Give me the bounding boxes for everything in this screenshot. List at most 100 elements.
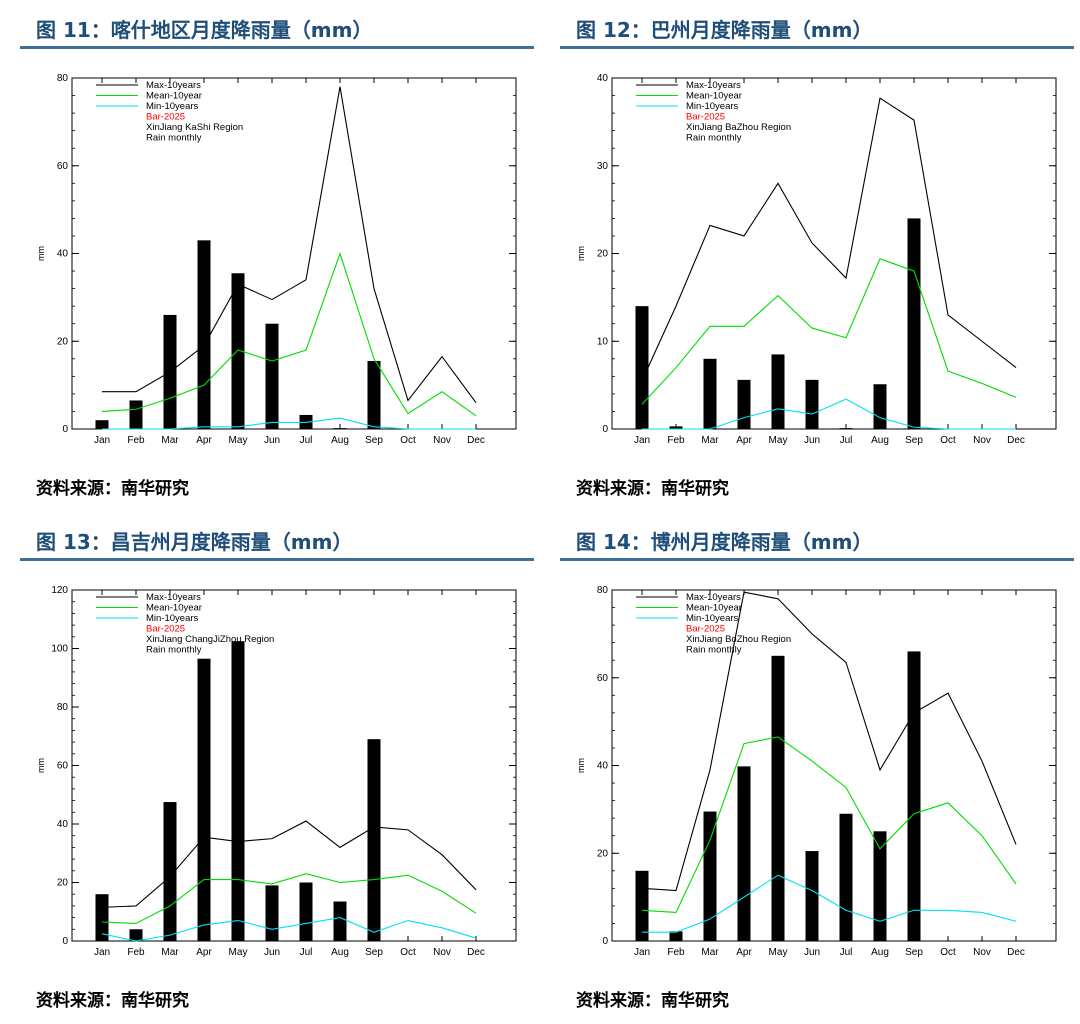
x-tick-label: Oct bbox=[940, 435, 956, 446]
legend-entry: XinJiang BoZhou Region bbox=[686, 634, 791, 645]
bar-2025-jan bbox=[635, 870, 649, 941]
x-tick-label: Jun bbox=[264, 435, 280, 446]
bar-2025-jun bbox=[265, 885, 279, 941]
bar-2025-aug bbox=[873, 384, 887, 429]
bar-2025-aug bbox=[873, 831, 887, 941]
bar-2025-apr bbox=[737, 766, 751, 941]
bar-2025-apr bbox=[197, 240, 211, 429]
bar-2025-jun bbox=[265, 323, 279, 429]
source-note: 资料来源：南华研究 bbox=[576, 991, 729, 1011]
bar-2025-feb bbox=[669, 931, 683, 941]
y-tick-label: 40 bbox=[597, 761, 609, 772]
x-tick-label: Nov bbox=[433, 947, 451, 958]
bar-2025-jul bbox=[299, 882, 313, 941]
legend-entry: Bar-2025 bbox=[686, 112, 725, 123]
x-tick-label: Aug bbox=[871, 435, 889, 446]
x-tick-label: Mar bbox=[161, 435, 179, 446]
x-tick-label: Feb bbox=[127, 947, 145, 958]
legend-entry: Bar-2025 bbox=[146, 624, 185, 635]
legend-entry: Min-10years bbox=[146, 613, 199, 624]
y-tick-label: 20 bbox=[57, 336, 69, 347]
legend-entry: XinJiang KaShi Region bbox=[146, 122, 243, 133]
title-rule bbox=[20, 558, 534, 561]
source-note: 资料来源：南华研究 bbox=[576, 479, 729, 499]
y-tick-label: 20 bbox=[597, 848, 609, 859]
y-tick-label: 80 bbox=[57, 73, 69, 84]
x-tick-label: May bbox=[229, 947, 248, 958]
series-line-mean-10year bbox=[101, 873, 477, 925]
y-tick-label: 100 bbox=[51, 644, 68, 655]
x-tick-label: Jun bbox=[804, 947, 820, 958]
y-tick-label: 0 bbox=[602, 424, 608, 435]
x-tick-label: Aug bbox=[871, 947, 889, 958]
x-tick-label: Aug bbox=[331, 947, 349, 958]
bar-2025-feb bbox=[129, 400, 143, 429]
x-tick-label: Apr bbox=[196, 435, 212, 446]
x-tick-label: Dec bbox=[1007, 435, 1025, 446]
bar-2025-feb bbox=[129, 929, 143, 941]
x-tick-label: May bbox=[769, 435, 788, 446]
x-tick-label: Feb bbox=[667, 435, 685, 446]
chart-title: 图 14：博州月度降雨量（mm） bbox=[576, 530, 873, 554]
bar-2025-mar bbox=[703, 811, 717, 941]
x-tick-label: Jan bbox=[634, 435, 650, 446]
bar-2025-apr bbox=[737, 379, 751, 429]
x-tick-label: Oct bbox=[400, 435, 416, 446]
bar-2025-jun bbox=[805, 379, 819, 429]
y-tick-label: 30 bbox=[597, 161, 609, 172]
y-tick-label: 10 bbox=[597, 336, 609, 347]
legend-entry: Rain monthly bbox=[686, 133, 742, 144]
x-tick-label: Mar bbox=[701, 435, 719, 446]
y-axis-label: mm bbox=[576, 758, 586, 773]
legend-entry: XinJiang BaZhou Region bbox=[686, 122, 791, 133]
chart-panel-12: 图 12：巴州月度降雨量（mm） 资料来源：南华研究 0 10 20 30 40 mm Jan F… bbox=[540, 0, 1080, 512]
plot-frame bbox=[611, 77, 1057, 430]
x-tick-label: Jul bbox=[300, 435, 313, 446]
legend-entry: Max-10years bbox=[146, 80, 201, 91]
y-tick-label: 80 bbox=[57, 702, 69, 713]
legend-entry: Mean-10year bbox=[686, 603, 742, 614]
legend-entry: XinJiang ChangJiZhou Region bbox=[146, 634, 274, 645]
y-axis-label: mm bbox=[36, 246, 46, 261]
x-tick-label: May bbox=[769, 947, 788, 958]
legend-entry: Max-10years bbox=[686, 80, 741, 91]
x-tick-label: Jun bbox=[804, 435, 820, 446]
bar-2025-may bbox=[231, 273, 245, 429]
chart-title: 图 13：昌吉州月度降雨量（mm） bbox=[36, 530, 353, 554]
series-line-min-10years bbox=[642, 874, 1017, 933]
x-tick-label: Sep bbox=[365, 435, 383, 446]
y-tick-label: 20 bbox=[597, 249, 609, 260]
series-line-min-10years bbox=[642, 398, 1016, 430]
series-line-max-10years bbox=[641, 591, 1017, 892]
x-tick-label: Jul bbox=[300, 947, 313, 958]
bar-2025-jun bbox=[805, 851, 819, 941]
x-tick-label: Apr bbox=[736, 435, 752, 446]
x-tick-label: Mar bbox=[161, 947, 179, 958]
bar-2025-jan bbox=[635, 306, 649, 429]
bar-2025-aug bbox=[333, 428, 347, 429]
chart-panel-14: 图 14：博州月度降雨量（mm） 资料来源：南华研究 0 20 40 60 80 mm Jan F… bbox=[540, 512, 1080, 1024]
legend-entry: Mean-10year bbox=[146, 91, 202, 102]
legend-entry: Rain monthly bbox=[146, 645, 202, 656]
y-axis-label: mm bbox=[36, 758, 46, 773]
series-line-mean-10year bbox=[641, 258, 1017, 405]
legend-entry: Max-10years bbox=[686, 592, 741, 603]
x-tick-label: Jun bbox=[264, 947, 280, 958]
series-line-min-10years bbox=[101, 917, 477, 942]
rain-chart: 0 20 40 60 80 100 120 mm Jan Feb Mar Apr May Jun Jul Au… bbox=[36, 585, 517, 958]
bar-2025-jul bbox=[839, 428, 853, 429]
bar-2025-sep bbox=[907, 651, 921, 941]
y-tick-label: 20 bbox=[57, 878, 69, 889]
bar-2025-jul bbox=[839, 813, 853, 941]
bar-2025-may bbox=[771, 655, 785, 941]
bar-2025-jan bbox=[95, 894, 109, 941]
series-line-max-10years bbox=[102, 86, 477, 404]
x-tick-label: Jul bbox=[840, 435, 853, 446]
x-tick-label: Apr bbox=[196, 947, 212, 958]
x-tick-label: Nov bbox=[973, 435, 991, 446]
legend-entry: Mean-10year bbox=[146, 603, 202, 614]
bar-2025-sep bbox=[907, 218, 921, 429]
bar-2025-may bbox=[231, 641, 245, 941]
legend-entry: Max-10years bbox=[146, 592, 201, 603]
x-tick-label: Feb bbox=[667, 947, 685, 958]
